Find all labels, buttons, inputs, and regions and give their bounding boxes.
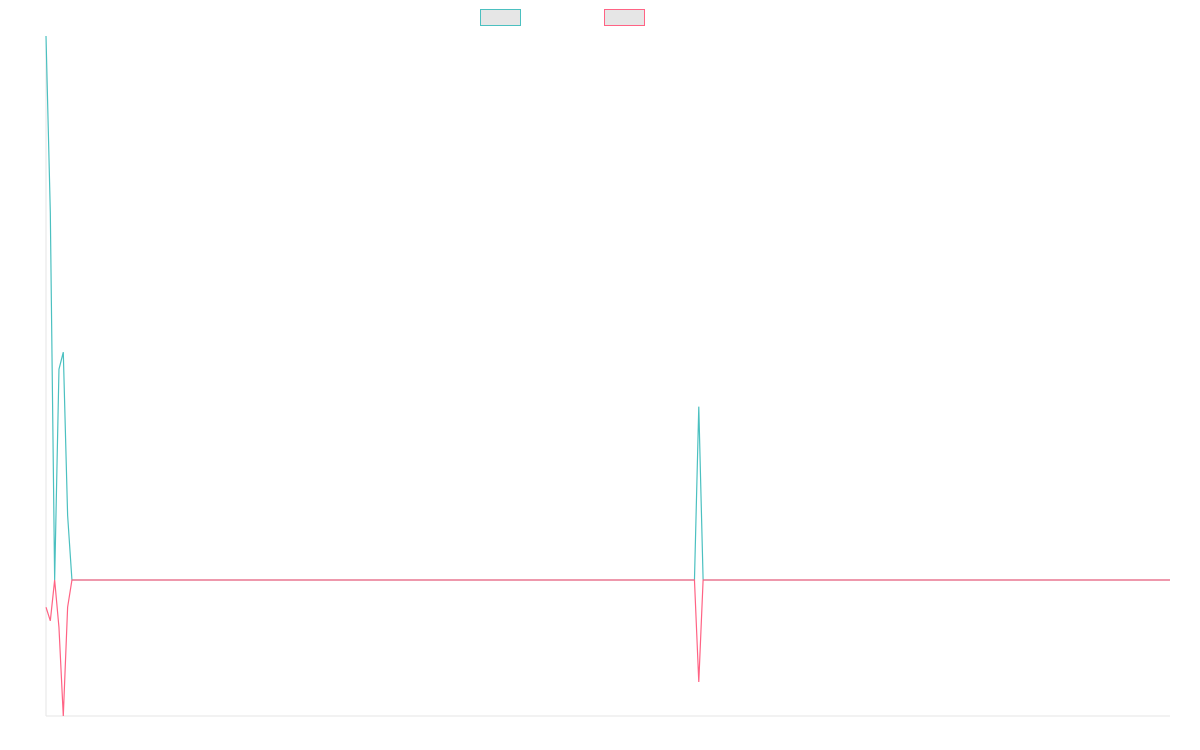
plot-area [45,35,1170,717]
series-line [45,579,1170,717]
series-line [45,35,1170,581]
legend-swatch [604,9,645,26]
legend-swatch [480,9,521,26]
legend [480,9,645,26]
